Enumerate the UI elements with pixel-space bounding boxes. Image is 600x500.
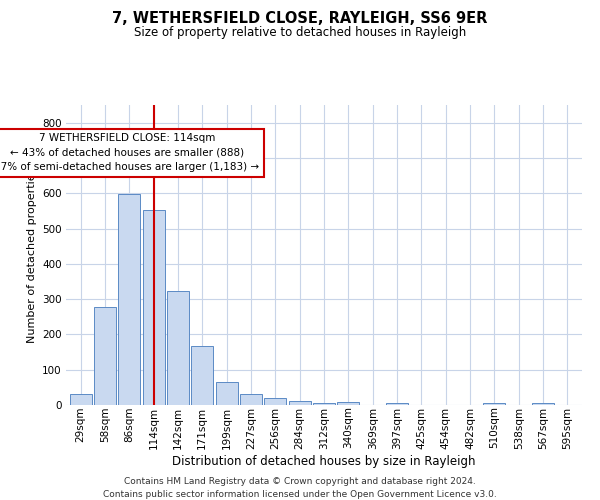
Text: Contains HM Land Registry data © Crown copyright and database right 2024.
Contai: Contains HM Land Registry data © Crown c… [103,478,497,499]
Bar [313,402,335,405]
Bar [386,403,408,405]
Bar [94,307,116,405]
Bar [118,194,140,405]
Bar [337,402,359,405]
Bar [265,398,286,405]
Text: 7, WETHERSFIELD CLOSE, RAYLEIGH, SS6 9ER: 7, WETHERSFIELD CLOSE, RAYLEIGH, SS6 9ER [112,11,488,26]
Bar [143,210,164,405]
Bar [240,394,262,405]
Bar [289,401,311,405]
Bar [532,403,554,405]
Y-axis label: Number of detached properties: Number of detached properties [26,168,37,342]
X-axis label: Distribution of detached houses by size in Rayleigh: Distribution of detached houses by size … [172,456,476,468]
Text: 7 WETHERSFIELD CLOSE: 114sqm
← 43% of detached houses are smaller (888)
57% of s: 7 WETHERSFIELD CLOSE: 114sqm ← 43% of de… [0,133,259,172]
Bar [70,394,92,405]
Bar [484,403,505,405]
Text: Size of property relative to detached houses in Rayleigh: Size of property relative to detached ho… [134,26,466,39]
Bar [167,290,189,405]
Bar [191,346,213,405]
Bar [215,382,238,405]
